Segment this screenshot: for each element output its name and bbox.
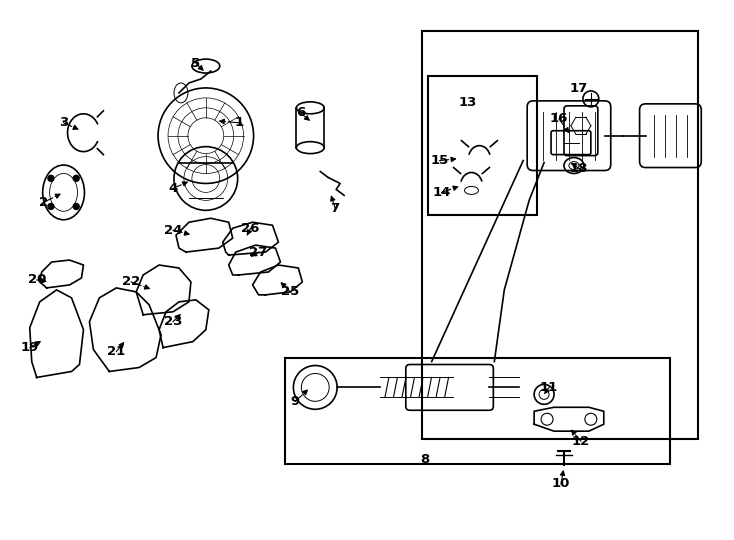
Bar (286, 357, 670, 464)
Text: 27: 27 (250, 246, 268, 259)
Text: 4: 4 (168, 182, 178, 195)
Circle shape (48, 204, 54, 210)
Circle shape (73, 204, 79, 210)
Text: 25: 25 (281, 285, 299, 299)
Bar (422, 31, 698, 439)
Bar (428, 76, 537, 215)
Text: 26: 26 (241, 222, 260, 235)
Text: 17: 17 (570, 83, 588, 96)
Text: 15: 15 (431, 154, 448, 167)
Text: 22: 22 (122, 275, 140, 288)
Text: 3: 3 (59, 116, 68, 129)
Circle shape (48, 176, 54, 181)
Text: 16: 16 (550, 112, 568, 125)
Text: 11: 11 (540, 381, 558, 394)
Text: 10: 10 (552, 477, 570, 490)
Text: 24: 24 (164, 224, 182, 237)
Text: 2: 2 (39, 196, 48, 209)
Text: 9: 9 (291, 395, 300, 408)
Text: 14: 14 (432, 186, 451, 199)
Text: 8: 8 (420, 453, 429, 465)
Text: 21: 21 (107, 345, 126, 358)
Text: 6: 6 (296, 106, 305, 119)
Circle shape (73, 176, 79, 181)
Text: 12: 12 (572, 435, 590, 448)
Text: 18: 18 (570, 162, 588, 175)
Text: 7: 7 (330, 202, 340, 215)
Text: 19: 19 (21, 341, 39, 354)
Text: 13: 13 (458, 96, 476, 110)
Text: 1: 1 (234, 116, 243, 129)
Text: 23: 23 (164, 315, 182, 328)
Text: 20: 20 (27, 273, 46, 286)
Text: 5: 5 (192, 57, 200, 70)
